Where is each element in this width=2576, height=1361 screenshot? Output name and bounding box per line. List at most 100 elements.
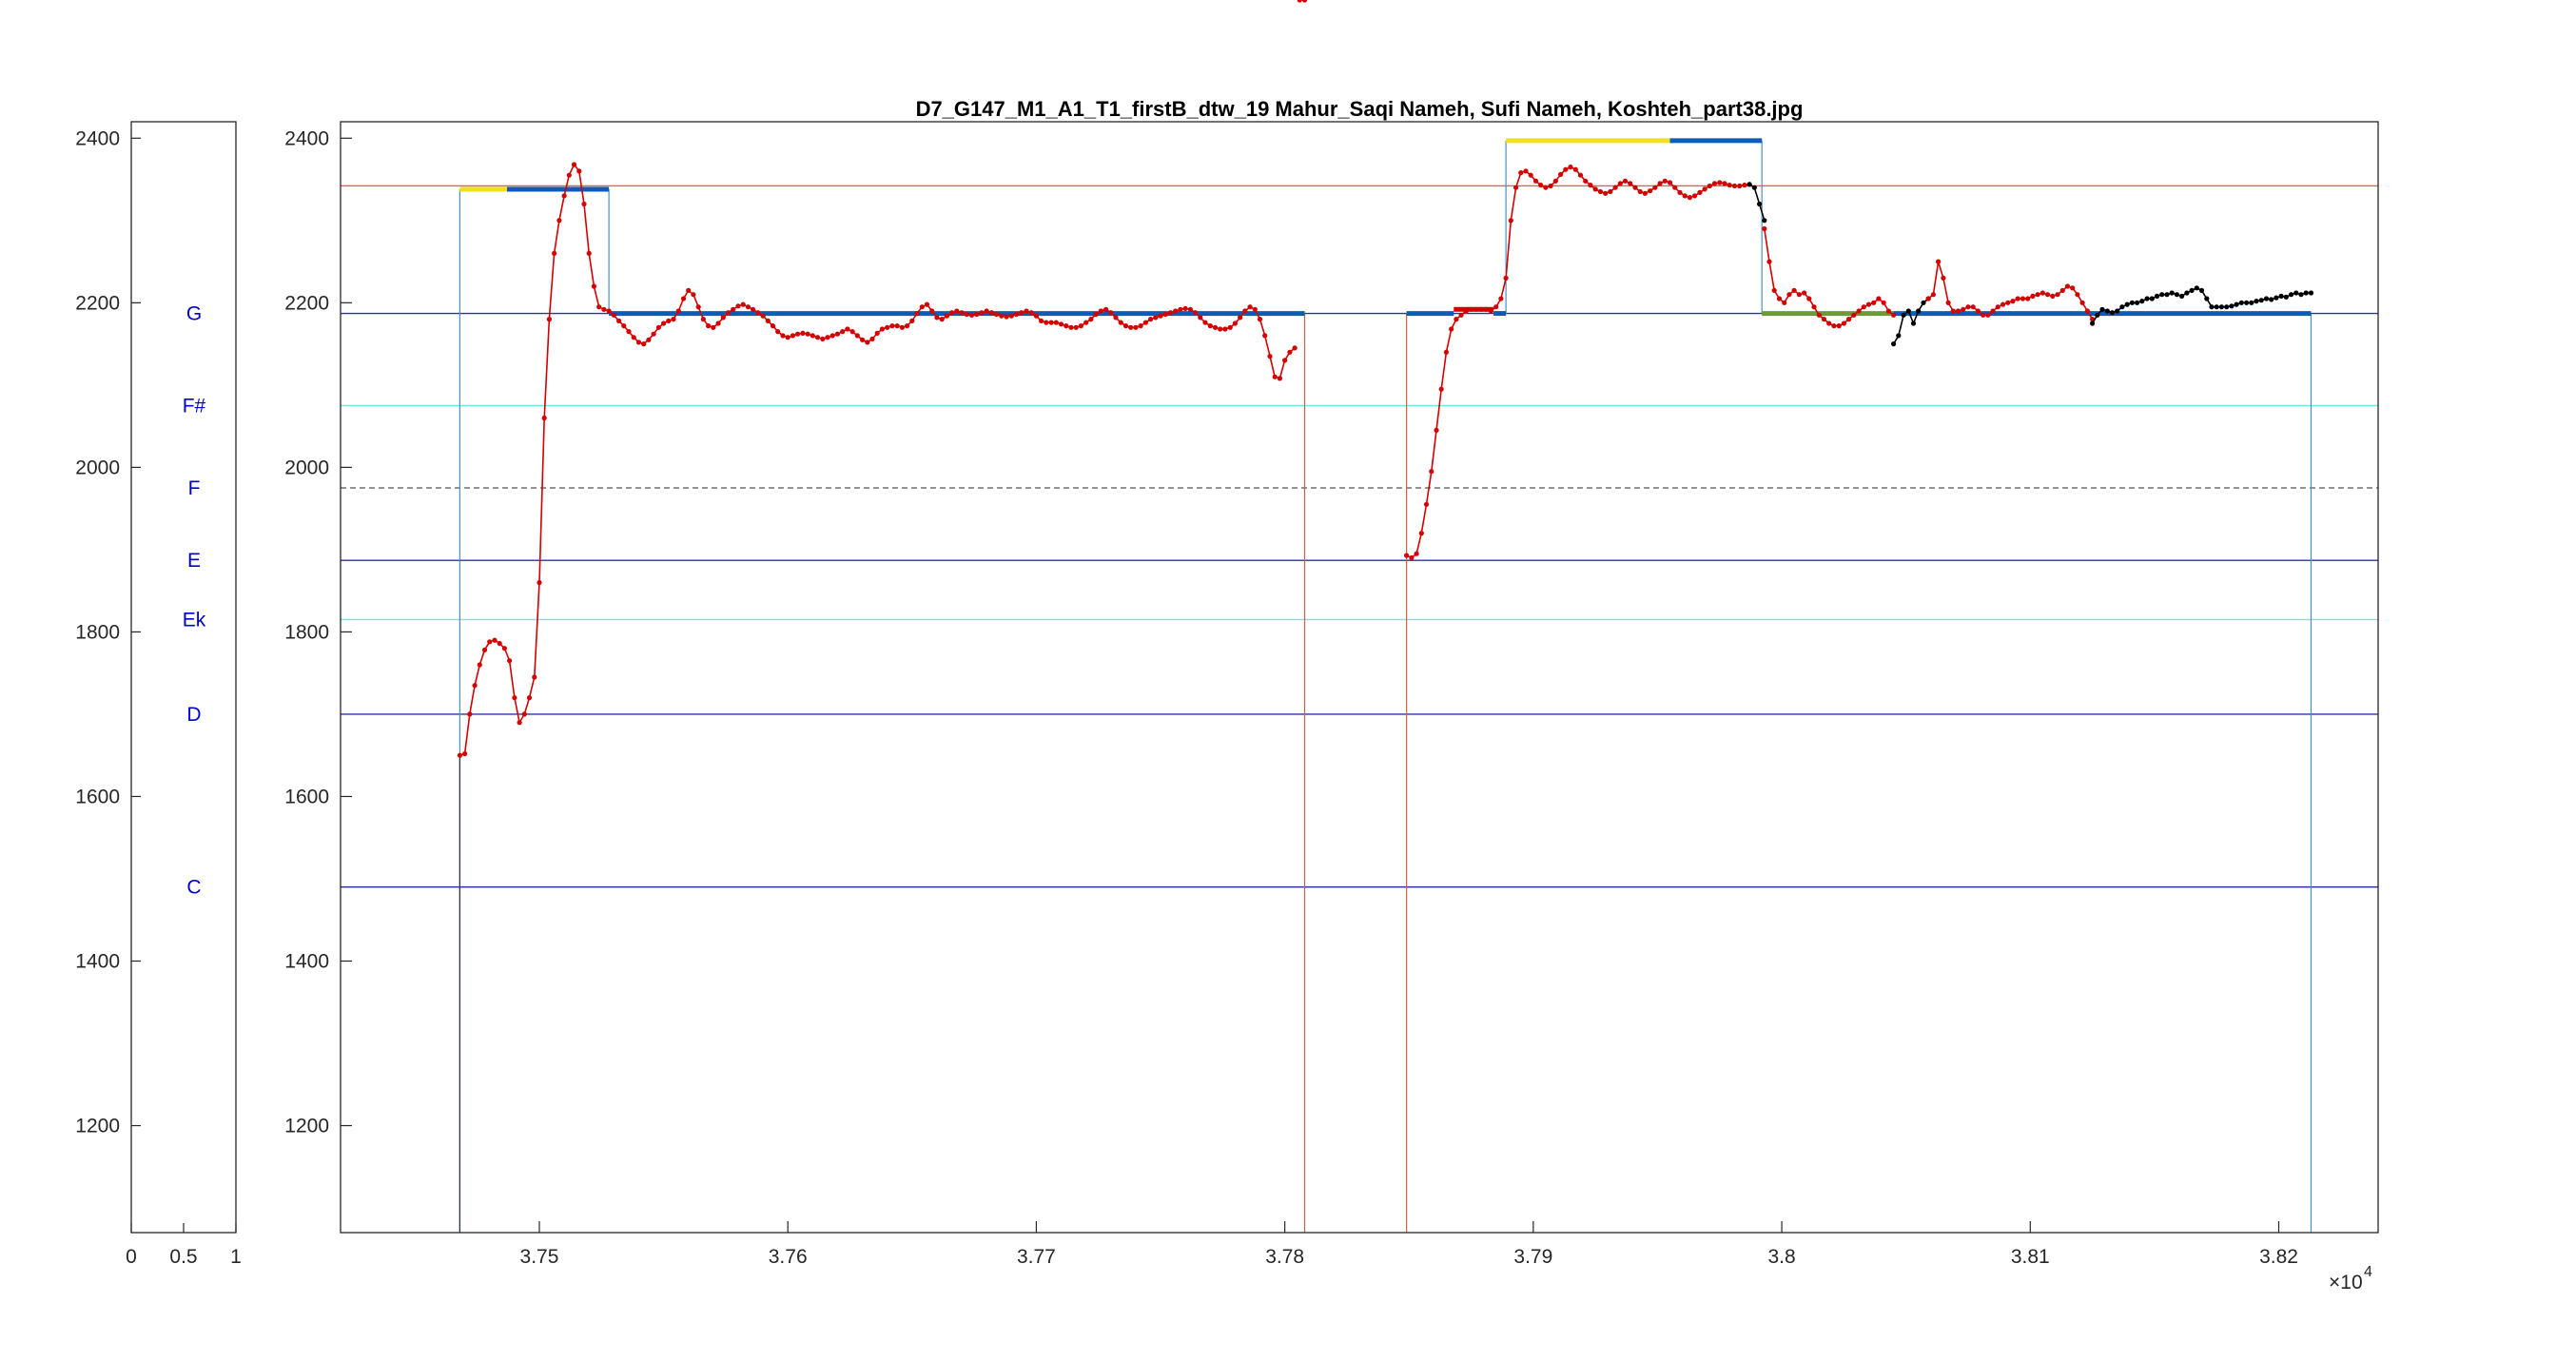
pitch-point — [611, 312, 616, 318]
pitch-point — [1247, 304, 1253, 310]
pitch-point — [874, 330, 880, 336]
pitch-point — [477, 662, 482, 668]
pitch-point — [1252, 306, 1258, 312]
pitch-point — [1865, 301, 1872, 307]
pitch-point — [1841, 321, 1846, 326]
pitch-point — [2254, 299, 2259, 304]
pitch-point — [1711, 181, 1718, 186]
pitch-point — [501, 646, 508, 651]
pitch-point — [1617, 181, 1623, 186]
pitch-point — [2020, 296, 2026, 301]
pitch-point — [1731, 183, 1737, 189]
pitch-point — [1423, 501, 1430, 507]
pitch-point — [680, 296, 687, 301]
pitch-series — [457, 0, 2314, 758]
pitch-point — [641, 341, 647, 347]
pitch-point — [1737, 183, 1743, 189]
pitch-point — [909, 318, 915, 323]
pitch-point — [2159, 292, 2165, 298]
pitch-point — [2218, 304, 2224, 310]
pitch-point — [2059, 287, 2065, 293]
pitch-point — [1128, 324, 1134, 330]
ytick-label: 1600 — [284, 786, 329, 807]
pitch-point — [834, 331, 841, 337]
pitch-point — [1981, 312, 1986, 318]
legend-ytick-label: 2200 — [75, 292, 120, 314]
pitch-point — [1802, 290, 1807, 296]
pitch-point — [1078, 323, 1083, 329]
pitch-point — [1118, 320, 1123, 325]
pitch-point — [770, 323, 776, 329]
pitch-point — [1851, 312, 1857, 318]
pitch-point — [2283, 294, 2289, 300]
pitch-point — [2263, 296, 2270, 301]
pitch-point — [2129, 300, 2135, 305]
pitch-point — [1885, 308, 1891, 314]
pitch-point — [1871, 300, 1877, 305]
pitch-point — [2099, 306, 2105, 312]
pitch-point — [2095, 312, 2100, 318]
pitch-point — [526, 695, 533, 701]
pitch-point — [695, 304, 701, 310]
pitch-point — [1013, 311, 1020, 318]
pitch-point — [1816, 312, 1822, 318]
pitch-point — [1672, 185, 1678, 190]
xtick-label: 3.82 — [2259, 1246, 2298, 1268]
pitch-point — [2198, 287, 2205, 293]
pitch-point — [2075, 292, 2080, 298]
pitch-point — [1142, 320, 1148, 325]
pitch-point — [2030, 293, 2036, 299]
pitch-point — [581, 201, 587, 207]
pitch-point — [586, 250, 592, 256]
pitch-point — [1687, 195, 1692, 201]
pitch-point — [1861, 304, 1866, 310]
pitch-point — [1657, 181, 1663, 186]
pitch-point — [2174, 292, 2179, 298]
pitch-point — [1771, 287, 1777, 293]
pitch-point — [1742, 183, 1747, 188]
pitch-point — [949, 310, 955, 316]
segment-connectors — [459, 140, 2313, 1233]
pitch-point — [1148, 317, 1154, 322]
pitch-point — [959, 310, 965, 316]
ytick-label: 1800 — [284, 621, 329, 643]
xtick-label: 3.81 — [2011, 1246, 2050, 1268]
pitch-point — [944, 313, 950, 319]
xtick-label: 3.75 — [520, 1246, 559, 1268]
pitch-point — [635, 340, 642, 345]
pitch-point — [1434, 427, 1439, 433]
pitch-point — [765, 318, 771, 323]
pitch-point — [894, 323, 900, 329]
pitch-point — [1182, 305, 1188, 311]
pitch-point — [1707, 183, 1712, 189]
pitch-point — [2124, 301, 2130, 307]
pitch-point — [591, 283, 597, 289]
pitch-point — [2064, 283, 2071, 289]
pitch-point — [860, 337, 866, 342]
pitch-point — [532, 674, 537, 680]
pitch-point — [919, 304, 925, 310]
pitch-point — [1925, 296, 1931, 301]
pitch-point — [2104, 308, 2110, 314]
pitch-point — [1267, 354, 1273, 360]
pitch-point — [2119, 304, 2125, 310]
pitch-point — [994, 311, 1000, 318]
pitch-point — [1532, 178, 1539, 184]
pitch-point — [1662, 178, 1668, 184]
pitch-point — [561, 193, 567, 199]
pitch-contour-axes: 1200 1400 1600 1800 2000 2200 2400 3.75 3.76 3.77… — [284, 0, 2379, 1293]
pitch-point — [740, 301, 746, 307]
pitch-point — [1891, 312, 1897, 318]
pitch-point — [1941, 275, 1946, 281]
pitch-point — [1543, 185, 1549, 190]
pitch-point — [1053, 320, 1059, 325]
pitch-point — [1212, 324, 1219, 330]
pitch-point — [1523, 168, 1529, 174]
pitch-point — [706, 323, 712, 329]
pitch-point — [1202, 320, 1208, 325]
pitch-point — [731, 306, 736, 312]
pitch-point — [954, 308, 960, 314]
pitch-point — [849, 329, 855, 335]
pitch-point — [1622, 178, 1629, 184]
note-label-ek: Ek — [183, 609, 206, 631]
